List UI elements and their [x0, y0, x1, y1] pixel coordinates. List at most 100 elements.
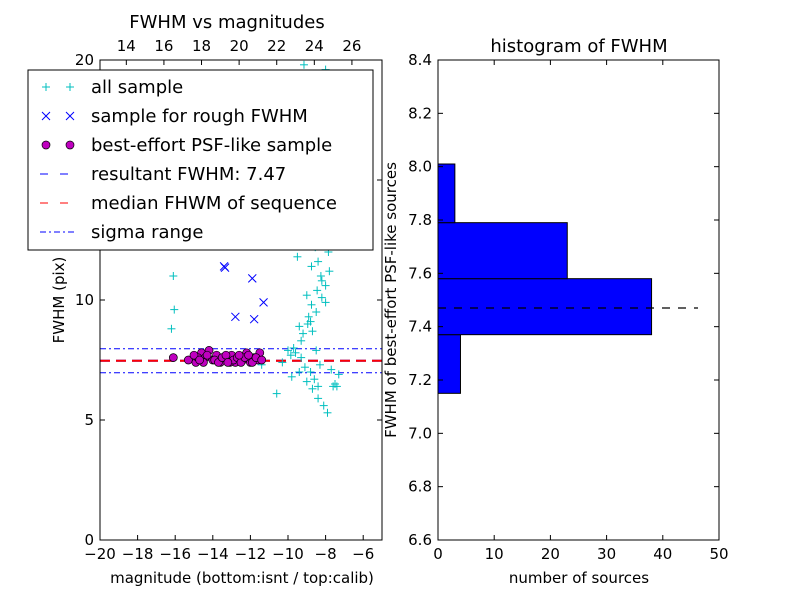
point-psf-sample-38 — [223, 358, 233, 367]
point-all-sample-18 — [312, 308, 321, 316]
point-psf-sample-35 — [257, 355, 267, 365]
hist-x-tick-label: 40 — [653, 545, 672, 563]
point-all-sample-33 — [307, 300, 316, 309]
hist-y-tick-label: 8.0 — [408, 158, 432, 176]
point-rough-sample-5-b — [220, 263, 230, 272]
point-all-sample-9 — [308, 384, 317, 393]
top-x-tick-label: 24 — [305, 37, 324, 55]
point-all-sample-30 — [291, 348, 300, 357]
hist-y-tick-label: 6.8 — [408, 478, 432, 496]
legend-box — [27, 69, 374, 251]
x-tick-label: −18 — [122, 545, 154, 563]
point-rough-sample-2 — [259, 298, 268, 307]
point-all-sample-14 — [334, 370, 343, 379]
point-rough-sample-4 — [249, 314, 259, 324]
top-x-tick-label: 18 — [192, 37, 211, 55]
point-all-sample-71 — [321, 298, 330, 307]
x-tick-label: −20 — [84, 545, 116, 563]
point-rough-sample-5 — [220, 263, 230, 272]
legend-symbol-2-b — [65, 140, 75, 150]
scatter-chart: FWHM vs magnitudes −20 −18 −16 −14 −12 −10 −8−… — [27, 12, 383, 587]
histogram-axes-frame — [437, 59, 720, 541]
scatter-title: FWHM vs magnitudes — [129, 12, 324, 33]
hist-y-tick-label: 7.6 — [408, 264, 432, 282]
legend-symbol-1-b — [65, 111, 75, 121]
point-rough-sample-3-b — [231, 312, 240, 322]
x-tick-label: −14 — [197, 545, 229, 563]
point-all-sample-21 — [325, 267, 334, 276]
point-psf-sample-36 — [189, 350, 199, 360]
top-x-tick-label: 26 — [342, 37, 361, 55]
hist-x-tick-label: 10 — [485, 545, 504, 563]
point-all-sample-57 — [312, 346, 321, 355]
hist-x-tick-label: 30 — [597, 545, 616, 563]
point-all-sample-12 — [323, 408, 332, 417]
legend-symbol-1-a — [41, 111, 51, 121]
point-all-sample-59 — [300, 363, 309, 372]
x-tick-label: −6 — [352, 545, 374, 563]
scatter-xlabel: magnitude (bottom:isnt / top:calib) — [110, 569, 374, 587]
point-all-sample-61 — [310, 375, 319, 384]
top-x-tick-label: 20 — [230, 37, 249, 55]
point-all-sample-66 — [307, 262, 316, 271]
point-rough-sample-2-b — [259, 298, 268, 307]
histogram-chart: histogram of FWHM 0 10 20 30 40 50 6.6 6.8 7.0 7.… — [382, 36, 729, 587]
point-all-sample-53 — [314, 257, 323, 266]
top-x-tick-label: 22 — [267, 37, 286, 55]
point-all-sample-63 — [315, 360, 324, 369]
hist-y-tick-label: 8.4 — [408, 51, 432, 69]
legend-label-rough-sample: sample for rough FWHM — [91, 106, 308, 127]
legend-label-resultant-fwhm: resultant FWHM: 7.47 — [91, 164, 286, 185]
point-all-sample-62 — [314, 382, 323, 391]
x-tick-label: −16 — [159, 545, 191, 563]
scatter-legend: all sample sample for rough FWHM best-ef… — [27, 69, 374, 251]
hist-x-tick-label: 0 — [433, 545, 443, 563]
point-rough-sample-4-b — [249, 314, 259, 324]
point-all-sample-79 — [284, 346, 292, 355]
point-all-sample-10 — [314, 394, 323, 403]
point-rough-sample-1 — [247, 274, 257, 283]
hist-y-tick-label: 7.2 — [408, 371, 432, 389]
point-all-sample-19 — [317, 293, 326, 302]
histogram-xlabel: number of sources — [509, 569, 649, 587]
point-psf-sample-39 — [234, 350, 244, 360]
legend-symbol-1-a-b — [41, 111, 51, 121]
x-tick-label: −12 — [235, 545, 267, 563]
histogram-axes: 0 10 20 30 40 50 6.6 6.8 7.0 7.2 7.4 7.6 7.8 8.0 8.2 8.… — [408, 51, 728, 563]
hist-bar-3 — [437, 163, 456, 224]
point-all-sample-55 — [304, 312, 313, 321]
point-psf-sample-0 — [168, 353, 178, 362]
legend-label-psf-sample: best-effort PSF-like sample — [91, 135, 332, 156]
point-all-sample-54 — [317, 276, 326, 285]
hist-y-tick-label: 7.0 — [408, 424, 432, 442]
hist-y-tick-label: 6.6 — [408, 531, 432, 549]
point-all-sample-22 — [293, 252, 302, 261]
point-psf-sample-32 — [244, 350, 253, 360]
legend-label-sigma-range: sigma range — [91, 222, 203, 243]
point-all-sample-6 — [287, 372, 296, 381]
point-all-sample-16 — [299, 329, 308, 338]
legend-label-all-sample: all sample — [91, 77, 183, 98]
point-all-sample-0 — [169, 272, 178, 280]
point-all-sample-76 — [332, 382, 341, 391]
legend-symbol-2-a — [41, 140, 51, 150]
point-all-sample-58 — [297, 353, 306, 362]
y-tick-label: 20 — [75, 51, 94, 69]
point-rough-sample-3 — [231, 312, 240, 322]
point-all-sample-2 — [167, 324, 176, 333]
histogram-plot-area — [437, 163, 698, 394]
hist-bar-1 — [437, 278, 653, 336]
top-x-tick-label: 14 — [117, 37, 136, 55]
point-all-sample-78 — [286, 351, 295, 360]
point-all-sample-11 — [319, 401, 328, 410]
point-psf-sample-26 — [221, 350, 231, 360]
point-psf-sample-37 — [195, 355, 204, 365]
point-all-sample-8 — [302, 377, 311, 386]
point-all-sample-7 — [295, 368, 304, 376]
point-all-sample-5 — [272, 389, 281, 398]
point-all-sample-75 — [299, 60, 308, 69]
hist-y-tick-label: 7.8 — [408, 211, 432, 229]
point-psf-sample-22 — [202, 350, 212, 360]
point-all-sample-20 — [321, 281, 330, 290]
histogram-title: histogram of FWHM — [490, 36, 667, 57]
